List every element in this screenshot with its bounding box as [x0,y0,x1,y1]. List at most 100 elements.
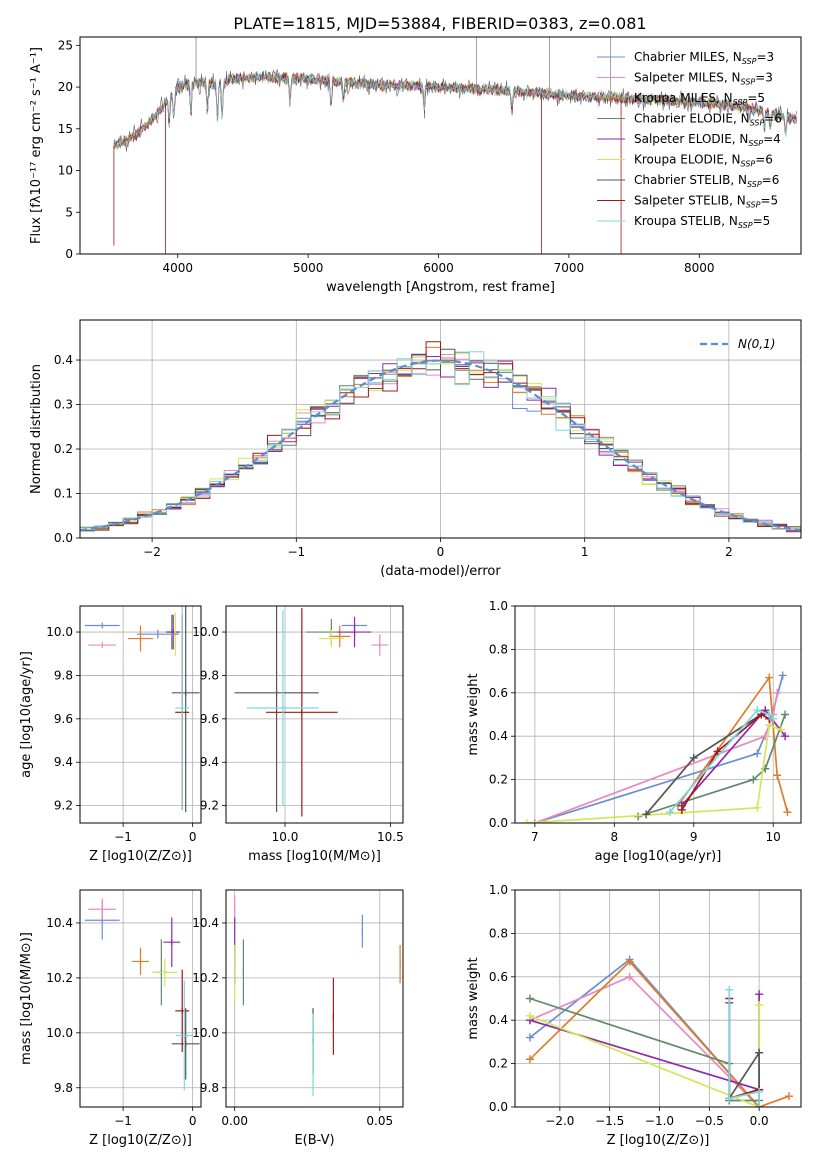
series-marker [525,1011,534,1020]
x-axis-label: wavelength [Angstrom, rest frame] [326,280,555,295]
x-tick-label: 4000 [163,261,194,275]
x-tick-label: 8 [610,830,618,844]
series-marker [625,957,634,966]
series-marker [778,671,787,680]
series-marker [781,710,790,719]
y-tick-label: 0.4 [489,729,508,743]
series-marker [625,972,634,981]
y-tick-label: 10.2 [46,971,73,985]
panel-spectrum: 4000 5000 6000 7000 8000 0 5 10 15 20 25 wavelength… [29,36,802,295]
series-line [669,709,774,813]
legend-label: Salpeter MILES, NSSP=3 [634,71,773,87]
legend: Chabrier MILES, NSSP=3 Salpeter MILES, NS… [597,50,782,230]
legend-label-sub: SSP [748,139,763,148]
y-tick-label: 0.4 [489,1013,508,1027]
legend-label-main: Kroupa ELODIE, N [634,153,741,167]
axes-frame [79,605,202,824]
y-tick-label: 0.1 [54,487,73,501]
legend-label-tail: =6 [762,173,780,187]
y-tick-label: 10.4 [192,916,219,930]
plot-area [525,955,794,1107]
x-tick-label: −1 [287,545,305,559]
y-tick-label: 10.2 [192,971,219,985]
series-marker [522,819,531,823]
y-tick-label: 0.3 [54,398,73,412]
series-line [529,960,790,1107]
series-marker [755,990,764,999]
plot-area [234,606,389,817]
legend-label-main: Chabrier ELODIE, N [634,112,750,126]
y-tick-label: 5 [65,205,73,219]
legend-label-main: Kroupa STELIB, N [634,214,738,228]
series-line [534,675,784,823]
y-axis-label: mass weight [466,957,481,1039]
legend-label-tail: =6 [764,112,782,126]
y-tick-label: 10 [58,164,73,178]
panel-mass-weight-vs-age: 7 8 9 10 0.0 0.2 0.4 0.6 0.8 1.0 age [log10(age/yr… [466,599,802,864]
y-tick-label: 0.2 [489,773,508,787]
x-tick-label: 5000 [293,261,324,275]
x-tick-label: 0.00 [221,1114,248,1128]
figure-title: PLATE=1815, MJD=53884, FIBERID=0383, z=0… [233,14,646,33]
legend-label-sub: SSP [741,160,756,169]
x-tick-label: −1.0 [645,1114,674,1128]
y-axis-label: age [log10(age/yr)] [19,651,34,778]
x-tick-label: 0.0 [750,1114,769,1128]
series-marker [755,1103,764,1107]
series-marker [677,805,686,814]
series-line [529,1005,760,1107]
legend-label: Salpeter ELODIE, NSSP=4 [634,132,781,148]
series-marker [773,688,782,697]
legend-label-sub: SSP [747,180,762,189]
series-marker [773,771,782,780]
y-tick-label: 20 [58,80,73,94]
legend-label-sub: SSP [733,98,748,107]
y-tick-label: 0.2 [54,442,73,456]
series-marker [530,819,539,823]
legend-label-main: Salpeter ELODIE, N [634,132,748,146]
series-marker [765,710,774,719]
plot-area [234,895,401,1097]
x-tick-label: 1 [581,545,589,559]
legend-label-tail: =5 [760,194,778,208]
y-tick-label: 9.8 [54,1081,73,1095]
panel-age-vs-Z: −1 0 9.2 9.4 9.6 9.8 10.0 Z [log10(Z/Z⊙)] age [l… [19,605,202,864]
legend-label: Chabrier MILES, NSSP=3 [634,50,774,66]
legend-label: Kroupa STELIB, NSSP=5 [634,214,770,230]
spectrum-series [113,70,798,150]
series-marker [753,749,762,758]
axes-frame [514,889,802,1108]
histogram-series [80,348,801,538]
y-tick-label: 0.0 [489,816,508,830]
axes-frame [79,319,802,539]
series-line [529,958,760,1107]
legend-label-sub: SSP [738,221,753,230]
series-marker [642,810,651,819]
series-marker [525,994,534,1003]
legend-label-main: Kroupa MILES, N [634,91,733,105]
legend-label-sub: SSP [750,119,765,128]
series-marker [725,1094,734,1103]
series-marker [713,747,722,756]
series-line [728,989,760,1107]
y-tick-label: 10.0 [46,1026,73,1040]
y-tick-label: 9.6 [200,712,219,726]
y-tick-label: 25 [58,38,73,52]
x-tick-label: −2 [143,545,161,559]
axes-frame [225,605,404,824]
legend-label-main: Salpeter STELIB, N [634,194,746,208]
series-marker [781,732,790,741]
series-marker [755,1048,764,1057]
series-marker [753,803,762,812]
y-axis-label: Normed distribution [29,364,44,494]
panel-mass-weight-vs-Z: −2.0 −1.5 −1.0 −0.5 0.0 0.0 0.2 0.4 0.6 0.8 1.0 Z [… [466,883,802,1148]
series-marker [525,1055,534,1064]
x-tick-label: 2 [725,545,733,559]
series-marker [777,725,786,734]
x-tick-label: −0.5 [695,1114,724,1128]
x-axis-label: E(B-V) [294,1133,334,1148]
y-tick-label: 9.2 [54,799,73,813]
x-axis-label: (data-model)/error [380,564,501,579]
series-line [681,713,770,811]
